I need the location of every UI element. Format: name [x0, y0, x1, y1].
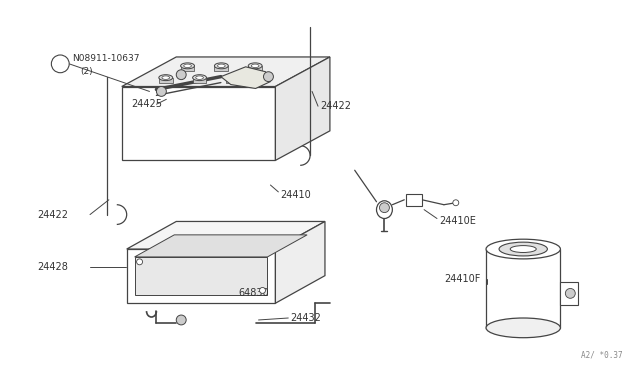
Polygon shape	[561, 282, 578, 305]
Circle shape	[136, 259, 143, 265]
Polygon shape	[486, 249, 561, 328]
Text: 24410: 24410	[280, 190, 311, 200]
Text: 24422: 24422	[320, 101, 351, 111]
Text: (2): (2)	[80, 67, 93, 76]
Polygon shape	[159, 78, 173, 83]
Ellipse shape	[510, 246, 536, 253]
Ellipse shape	[499, 242, 547, 256]
Polygon shape	[134, 257, 268, 295]
Text: 24410E: 24410E	[439, 217, 476, 227]
Text: 24432: 24432	[291, 313, 321, 323]
Ellipse shape	[162, 76, 170, 79]
Ellipse shape	[227, 75, 240, 81]
Polygon shape	[122, 57, 330, 87]
Text: 24428: 24428	[38, 262, 68, 272]
Circle shape	[176, 315, 186, 325]
Ellipse shape	[486, 318, 561, 338]
Ellipse shape	[486, 239, 561, 259]
Circle shape	[453, 200, 459, 206]
Circle shape	[565, 288, 575, 298]
Ellipse shape	[218, 64, 225, 68]
Circle shape	[260, 288, 266, 294]
Circle shape	[156, 87, 166, 96]
Circle shape	[380, 203, 389, 212]
Ellipse shape	[193, 75, 207, 81]
Circle shape	[176, 70, 186, 80]
Circle shape	[51, 55, 69, 73]
Text: N08911-10637: N08911-10637	[72, 54, 140, 64]
Polygon shape	[127, 249, 275, 303]
Text: 24422: 24422	[38, 209, 68, 219]
Polygon shape	[134, 235, 307, 257]
Text: 24425: 24425	[132, 99, 163, 109]
Ellipse shape	[376, 201, 392, 218]
Ellipse shape	[248, 63, 262, 69]
Ellipse shape	[230, 76, 237, 79]
Ellipse shape	[196, 76, 204, 79]
Circle shape	[264, 72, 273, 81]
Ellipse shape	[184, 64, 191, 68]
Polygon shape	[248, 66, 262, 71]
Text: 24410F: 24410F	[444, 273, 480, 283]
Polygon shape	[227, 78, 240, 83]
Polygon shape	[221, 67, 271, 89]
Ellipse shape	[252, 64, 259, 68]
Ellipse shape	[159, 75, 173, 81]
Polygon shape	[275, 57, 330, 160]
Polygon shape	[180, 66, 195, 71]
Text: 64830: 64830	[239, 288, 269, 298]
Ellipse shape	[214, 63, 228, 69]
Polygon shape	[214, 66, 228, 71]
Text: A2/ *0.37: A2/ *0.37	[580, 350, 622, 359]
Polygon shape	[122, 87, 275, 160]
Ellipse shape	[180, 63, 195, 69]
Polygon shape	[193, 78, 207, 83]
Text: N: N	[57, 60, 63, 68]
Polygon shape	[275, 221, 325, 303]
Polygon shape	[406, 194, 422, 206]
Polygon shape	[127, 221, 325, 249]
